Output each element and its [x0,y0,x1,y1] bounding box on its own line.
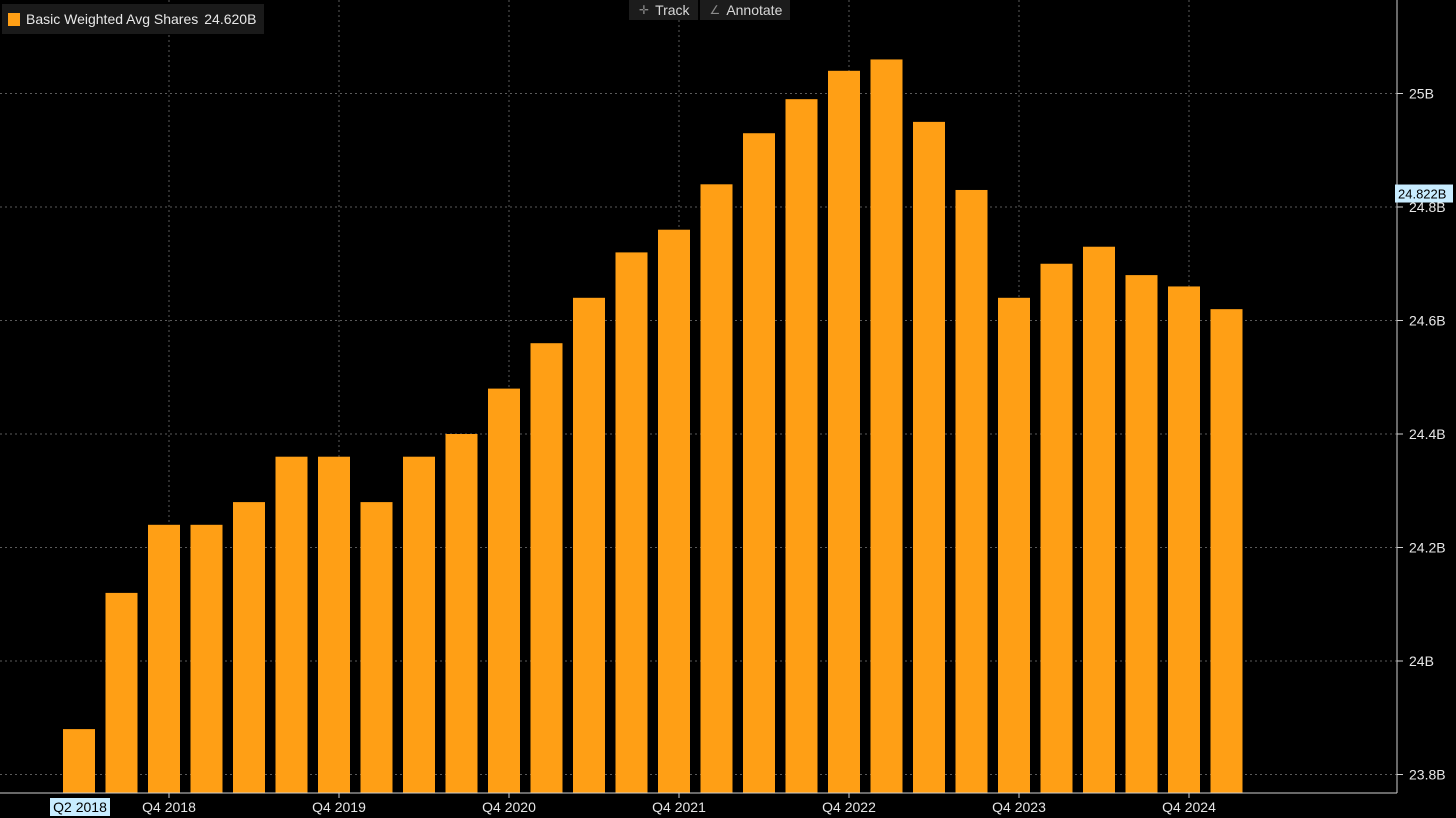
x-tick-label: Q4 2022 [822,799,876,815]
x-tick-label: Q4 2024 [1162,799,1216,815]
chart-toolbar: ✛ Track ∠ Annotate [629,0,791,20]
bar [785,99,818,794]
legend-series-name: Basic Weighted Avg Shares [26,11,199,27]
bar [360,502,393,793]
bar [573,297,605,793]
value-marker-label: 24.822B [1398,187,1446,202]
track-button[interactable]: ✛ Track [629,0,698,20]
annotate-label: Annotate [726,2,783,18]
bar [913,121,945,793]
legend-last-value: 24.620B [204,11,257,27]
bar [828,70,860,794]
bar [403,456,435,793]
bar [658,229,690,793]
bar [275,456,308,793]
bar [955,189,988,794]
bar [445,434,478,793]
value-marker-bg [1395,184,1453,203]
bar [870,59,903,793]
x-tick-label: Q4 2019 [312,799,366,815]
bar [488,388,520,793]
y-tick-label: 25B [1409,86,1434,102]
y-tick-label: 24.2B [1409,540,1446,556]
bar [700,184,733,794]
y-tick-label: 24B [1409,653,1434,669]
bar [233,502,265,793]
y-tick-label: 24.4B [1409,426,1446,442]
bar [743,133,775,794]
bar [190,524,223,793]
annotate-button[interactable]: ∠ Annotate [699,0,791,20]
x-tick-label: Q4 2020 [482,799,536,815]
bar [1168,286,1200,793]
x-tick-label: Q2 2018 [53,799,107,815]
bar [530,343,563,793]
y-tick-label: 24.8B [1409,199,1446,215]
bar [105,592,138,793]
y-tick-label: 23.8B [1409,767,1446,783]
bar [1210,309,1243,793]
crosshair-icon: ✛ [639,3,650,17]
bar [998,297,1030,793]
pencil-icon: ∠ [709,3,721,17]
legend-swatch [8,12,20,26]
bar [148,524,180,793]
x-tick-label: Q4 2023 [992,799,1046,815]
bar [1083,246,1115,794]
bar [615,252,648,793]
track-label: Track [655,2,690,18]
bar [318,456,350,793]
x-tick-highlight [50,798,110,816]
bar [1040,263,1073,793]
legend: Basic Weighted Avg Shares 24.620B [2,4,265,34]
x-tick-label: Q4 2018 [142,799,196,815]
x-tick-label: Q4 2021 [652,799,706,815]
bar [63,729,95,793]
bar [1125,275,1158,794]
y-tick-label: 24.6B [1409,313,1446,329]
